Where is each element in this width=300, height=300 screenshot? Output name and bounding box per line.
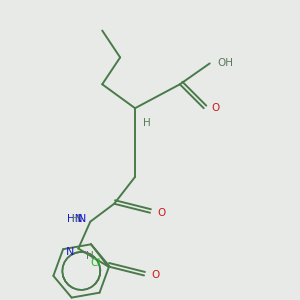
Text: N: N [65, 247, 74, 256]
Text: O: O [211, 103, 220, 113]
Text: O: O [152, 270, 160, 280]
Text: H: H [143, 118, 151, 128]
Text: OH: OH [217, 58, 233, 68]
Text: Cl: Cl [90, 258, 100, 268]
Text: HN: HN [67, 214, 83, 224]
Text: H: H [86, 251, 94, 261]
Text: H: H [72, 214, 80, 224]
Text: N: N [77, 214, 86, 224]
Text: O: O [158, 208, 166, 218]
